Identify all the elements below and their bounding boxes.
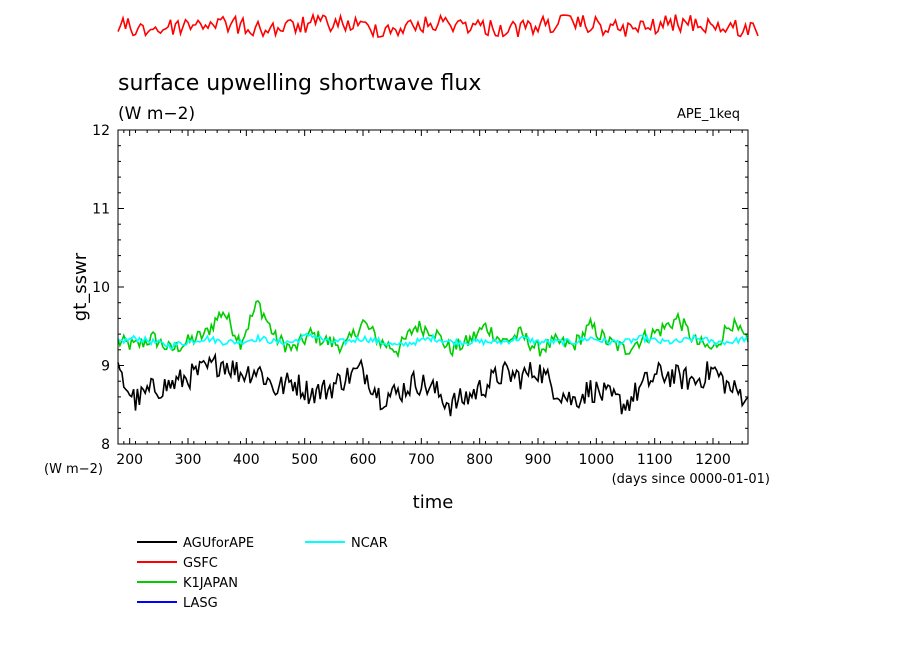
series-line-gsfc bbox=[117, 12, 759, 39]
y-axis-units: (W m−2) bbox=[44, 462, 103, 477]
x-tick-label: 200 bbox=[116, 452, 143, 468]
x-tick-label: 800 bbox=[466, 452, 493, 468]
x-tick-label: 700 bbox=[408, 452, 435, 468]
plot-frame bbox=[117, 129, 749, 445]
y-tick-label: 9 bbox=[101, 359, 110, 375]
tick-layer: 200 300 400 500 600 700 800 900 1000 1100 1200 8 9 10… bbox=[92, 123, 748, 468]
series-line-aguforape bbox=[117, 352, 749, 417]
y-axis-label: gt_sswr bbox=[70, 252, 91, 321]
x-tick-label: 300 bbox=[175, 452, 202, 468]
y-tick-label: 10 bbox=[92, 280, 110, 296]
y-tick-label: 11 bbox=[92, 202, 110, 218]
x-tick-label: 1000 bbox=[579, 452, 615, 468]
legend-label-ncar: NCAR bbox=[351, 536, 388, 551]
y-tick-label: 8 bbox=[101, 437, 110, 453]
experiment-label: APE_1keq bbox=[677, 107, 740, 122]
gsfc-strip bbox=[117, 12, 759, 39]
x-axis-label: time bbox=[413, 492, 454, 513]
x-tick-label: 500 bbox=[291, 452, 318, 468]
x-tick-label: 900 bbox=[525, 452, 552, 468]
series-line-k1japan bbox=[117, 299, 749, 359]
legend-label-gsfc: GSFC bbox=[183, 556, 218, 571]
x-tick-label: 400 bbox=[233, 452, 260, 468]
series-layer bbox=[117, 299, 749, 417]
title-units: (W m−2) bbox=[118, 104, 195, 124]
legend-label-aguforape: AGUforAPE bbox=[183, 536, 254, 551]
legend: AGUforAPE GSFC K1JAPAN LASG NCAR bbox=[137, 536, 388, 611]
y-tick-label: 12 bbox=[92, 123, 110, 139]
x-tick-label: 1100 bbox=[637, 452, 673, 468]
legend-label-k1japan: K1JAPAN bbox=[183, 576, 238, 591]
x-tick-label: 600 bbox=[350, 452, 377, 468]
series-line-ncar bbox=[117, 332, 749, 350]
x-axis-units: (days since 0000-01-01) bbox=[612, 472, 770, 487]
x-tick-label: 1200 bbox=[695, 452, 731, 468]
chart-title: surface upwelling shortwave flux bbox=[118, 71, 481, 96]
legend-label-lasg: LASG bbox=[183, 596, 218, 611]
